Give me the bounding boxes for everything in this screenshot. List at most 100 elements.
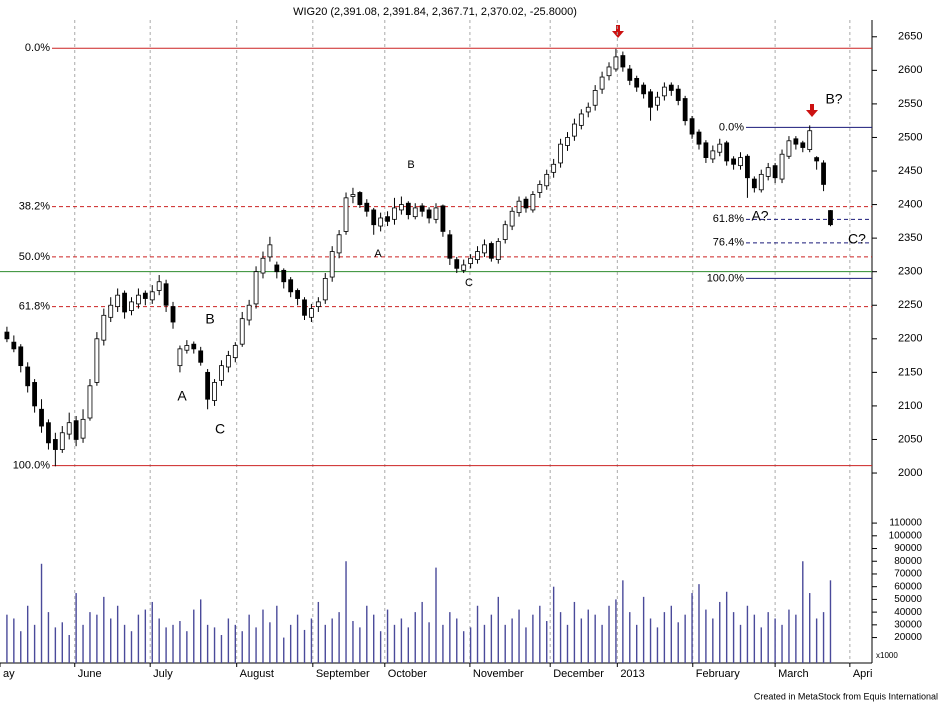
volume-bar [165, 627, 167, 663]
candle-body [627, 68, 633, 81]
volume-bar [774, 618, 776, 663]
volume-bar [234, 624, 237, 663]
candle-body [675, 88, 681, 101]
x-tick-label: June [78, 668, 102, 680]
candle-body [544, 173, 550, 187]
volume-bar [795, 614, 797, 663]
volume-bar [241, 631, 243, 663]
volume-bar [130, 631, 133, 663]
candle-body [101, 314, 107, 341]
fib-label: 38.2% [19, 200, 50, 212]
volume-bar [732, 612, 735, 663]
candle-body [281, 269, 287, 283]
fib-label: 61.8% [19, 300, 50, 312]
volume-bar [151, 601, 153, 663]
candle-body [336, 234, 342, 254]
volume-bar [303, 629, 306, 663]
candle-body [398, 204, 404, 211]
candle-body [565, 137, 570, 146]
x-tick-label: Apri [853, 668, 873, 680]
volume-bar [670, 605, 673, 663]
candle-body [115, 294, 121, 307]
volume-bar [552, 586, 555, 663]
volume-bar [566, 624, 569, 663]
volume-bar [788, 609, 790, 663]
candle-body [530, 194, 536, 211]
y-tick-label: 2050 [898, 433, 922, 445]
volume-bar [317, 601, 320, 663]
candle-body [634, 77, 640, 88]
candle-body [440, 205, 446, 232]
volume-bar [497, 596, 499, 663]
x-tick-label: March [778, 668, 809, 680]
candle-body [765, 167, 771, 177]
volume-bar [296, 614, 299, 663]
candle-body [122, 292, 127, 313]
candle-body [475, 251, 480, 261]
volume-bar [746, 605, 749, 663]
candle-body [738, 157, 743, 167]
candle-body [364, 202, 370, 212]
candle-body [142, 292, 148, 299]
volume-bar [137, 614, 140, 663]
x-tick-label: February [696, 668, 741, 680]
candle-body [329, 251, 335, 278]
candle-body [219, 365, 224, 381]
chart-title: WIG20 (2,391.08, 2,391.84, 2,367.71, 2,3… [293, 6, 577, 18]
y-tick-label: 2450 [898, 165, 922, 177]
volume-bar [684, 614, 686, 663]
fib-label: 0.0% [25, 42, 50, 54]
volume-bar [414, 612, 416, 663]
volume-bar [698, 584, 700, 663]
fib-label: 61.8% [713, 213, 744, 225]
volume-bar [47, 612, 50, 663]
volume-bar [622, 580, 624, 663]
candle-body [468, 257, 474, 265]
volume-bar [144, 609, 147, 663]
volume-bar [324, 624, 326, 663]
candle-body [156, 281, 162, 291]
candle-body [613, 56, 619, 70]
candle-body [302, 299, 307, 316]
candle-body [779, 153, 785, 180]
candle-body [4, 331, 10, 340]
volume-bar [532, 614, 534, 663]
volume-bar [615, 599, 617, 663]
volume-bar [199, 599, 202, 663]
y-tick-label: 2500 [898, 131, 922, 143]
volume-bar [393, 624, 396, 663]
volume-bar [206, 624, 209, 663]
candle-body [46, 422, 51, 444]
candle-body [502, 224, 508, 240]
wave-label: A? [751, 208, 768, 224]
fib-label: 50.0% [19, 251, 50, 263]
candle-body [343, 197, 349, 232]
volume-bar [829, 580, 832, 663]
candle-body [648, 91, 653, 108]
candle-body [260, 257, 266, 274]
candle-body [641, 84, 647, 95]
volume-bar [456, 618, 458, 663]
y-tick-label: 2000 [898, 467, 922, 479]
volume-bar [518, 609, 520, 663]
volume-bar [469, 627, 472, 663]
volume-bar [767, 612, 769, 663]
fib-label: 100.0% [13, 460, 51, 472]
candle-body [751, 178, 757, 189]
candle-body [232, 345, 238, 358]
candle-body [11, 341, 17, 350]
volume-bar [179, 621, 181, 663]
volume-bar [753, 614, 756, 663]
volume-bar [705, 609, 707, 663]
volume-bar [656, 627, 659, 663]
candle-body [184, 345, 190, 351]
candle-body [18, 346, 24, 367]
volume-bar [580, 618, 583, 663]
candle-body [170, 306, 176, 323]
candle-body [246, 304, 252, 321]
candle-body [495, 241, 501, 261]
candle-body [578, 113, 584, 126]
volume-bar [649, 618, 652, 663]
candle-body [488, 243, 494, 259]
